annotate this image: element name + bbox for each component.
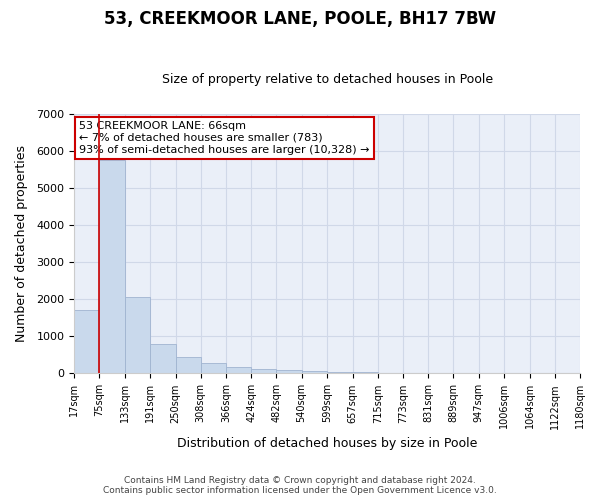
Bar [226,367,251,374]
Title: Size of property relative to detached houses in Poole: Size of property relative to detached ho… [161,73,493,86]
Bar [150,344,176,374]
Bar [328,372,353,374]
Bar [74,310,100,374]
Bar [201,362,226,374]
Bar [378,373,403,374]
Bar [176,358,201,374]
Y-axis label: Number of detached properties: Number of detached properties [15,145,28,342]
Bar [353,372,378,374]
Text: 53, CREEKMOOR LANE, POOLE, BH17 7BW: 53, CREEKMOOR LANE, POOLE, BH17 7BW [104,10,496,28]
X-axis label: Distribution of detached houses by size in Poole: Distribution of detached houses by size … [177,437,477,450]
Bar [100,160,125,374]
Bar [251,368,277,374]
Bar [302,372,328,374]
Bar [277,370,302,374]
Bar [125,298,150,374]
Text: 53 CREEKMOOR LANE: 66sqm
← 7% of detached houses are smaller (783)
93% of semi-d: 53 CREEKMOOR LANE: 66sqm ← 7% of detache… [79,122,370,154]
Text: Contains HM Land Registry data © Crown copyright and database right 2024.
Contai: Contains HM Land Registry data © Crown c… [103,476,497,495]
